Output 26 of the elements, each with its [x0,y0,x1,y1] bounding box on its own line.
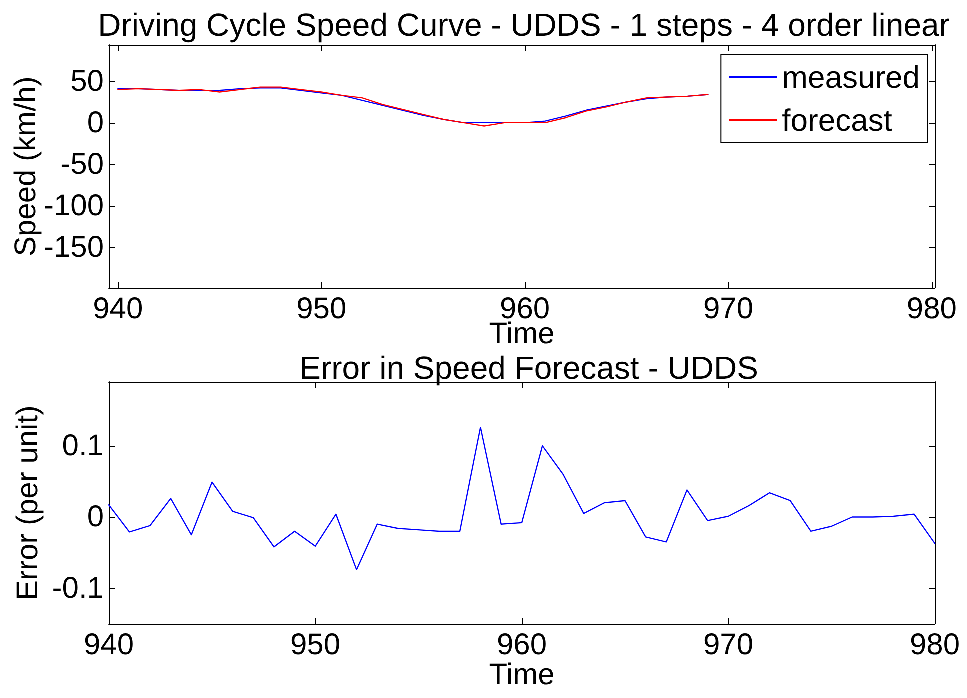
y-tick-label: 0 [87,106,104,140]
y-tick-label: 0.1 [62,430,104,463]
legend-label: forecast [782,103,893,138]
y-tick-label: 50 [70,64,104,98]
x-tick-label: 970 [703,292,754,326]
y-tick-label: 0 [87,500,104,534]
line-series [108,426,936,571]
chart-title: Error in Speed Forecast - UDDS [300,350,758,386]
y-tick-label: -100 [44,189,104,222]
x-tick-label: 980 [906,292,957,326]
x-axis-title: Time [489,658,555,692]
y-axis-title: Speed (km/h) [10,76,42,257]
legend-label: measured [782,60,920,95]
x-tick-label: 950 [290,628,341,662]
y-tick-label: -150 [44,230,104,264]
y-tick-label: -0.1 [52,572,104,605]
x-tick-label: 980 [910,628,960,662]
x-tick-label: 940 [84,628,134,662]
y-tick-label: -50 [60,148,104,181]
chart-title: Driving Cycle Speed Curve - UDDS - 1 steps - 4 order linear [98,7,950,43]
x-tick-label: 950 [296,292,347,326]
y-axis-title: Error (per unit) [12,405,44,601]
x-tick-label: 940 [93,292,144,326]
x-axis-title: Time [489,318,555,350]
x-tick-label: 970 [703,628,754,662]
x-tick-label: 960 [496,628,548,662]
